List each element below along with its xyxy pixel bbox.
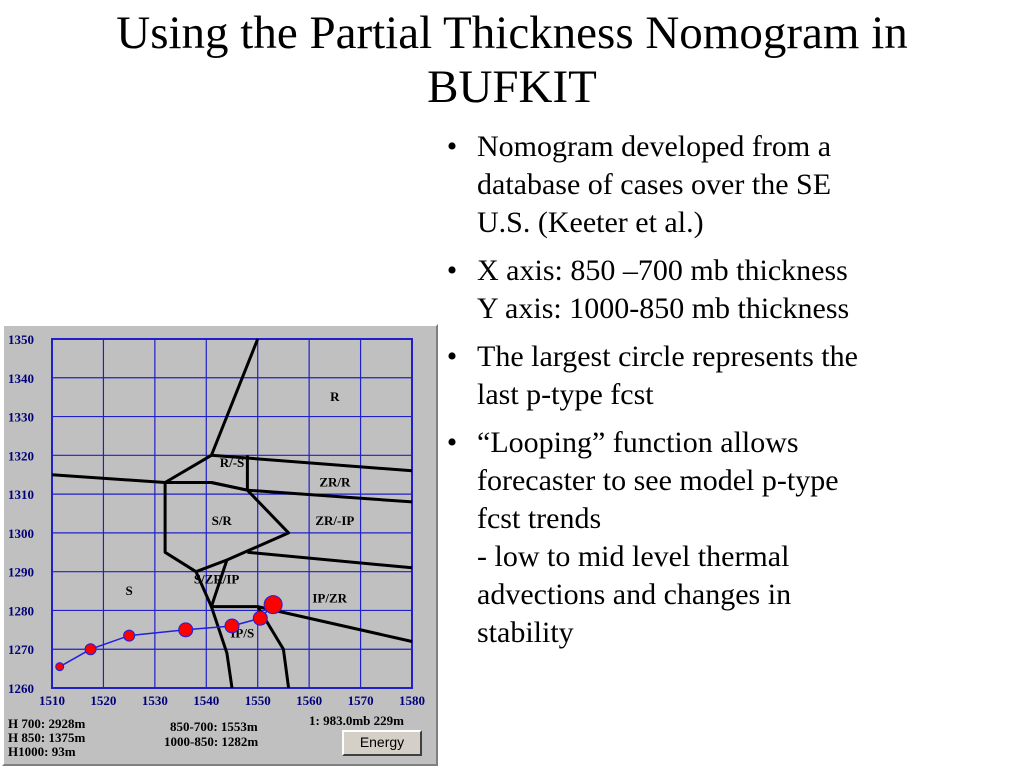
region-label: S/R <box>212 513 233 528</box>
y-tick-label: 1310 <box>8 487 34 502</box>
bullet-text-line: forecaster to see model p-type <box>477 464 839 497</box>
y-tick-label: 1340 <box>8 371 34 386</box>
x-tick-label: 1580 <box>399 693 425 708</box>
y-tick-label: 1260 <box>8 681 34 696</box>
region-label: IP/ZR <box>312 591 347 606</box>
region-label: S/ZR/IP <box>194 571 240 586</box>
ptype-forecast-point <box>55 662 65 672</box>
bullet-glyph: • <box>446 254 458 287</box>
ptype-boundary-line <box>247 550 413 570</box>
slide-title: Using the Partial Thickness Nomogram in … <box>0 6 1024 114</box>
bufkit-nomogram-panel: R R/-S ZR/R S/R ZR/-IP S/ZR/IP S IP/ZR IP/S 1510… <box>2 324 438 766</box>
ptype-boundary-line <box>257 605 413 643</box>
region-label: R/-S <box>220 455 245 470</box>
bullet-subtext-line: - low to mid level thermal <box>477 540 790 573</box>
bullet-glyph: • <box>446 426 458 459</box>
bullet-text-line: U.S. (Keeter et al.) <box>477 206 704 239</box>
y-tick-label: 1280 <box>8 603 34 618</box>
y-tick-label: 1270 <box>8 642 34 657</box>
readout-thickness-1000-850: 1000-850: 1282m <box>164 734 258 749</box>
region-label: ZR/-IP <box>315 513 354 528</box>
readout-h850: H 850: 1375m <box>8 730 85 745</box>
bullet-item: • Nomogram developed from a database of … <box>437 128 1017 242</box>
readout-level: 1: 983.0mb 229m <box>309 713 404 728</box>
ptype-boundary-line <box>163 338 260 689</box>
bullet-glyph: • <box>446 340 458 373</box>
bullet-text-line: Y axis: 1000-850 mb thickness <box>477 292 850 325</box>
ptype-forecast-point <box>252 610 268 626</box>
slide-title-line-2: BUFKIT <box>427 61 597 113</box>
x-tick-label: 1520 <box>90 693 116 708</box>
x-tick-label: 1550 <box>245 693 271 708</box>
y-tick-label: 1330 <box>8 410 34 425</box>
ptype-boundary-line <box>195 481 291 574</box>
ptype-forecast-point <box>123 629 136 642</box>
boundary-layer <box>51 338 413 689</box>
bullet-item: • The largest circle represents the last… <box>437 338 1017 414</box>
trend-series-layer <box>55 595 283 672</box>
readout-h700: H 700: 2928m <box>8 716 85 731</box>
bullet-list: • Nomogram developed from a database of … <box>437 128 1017 662</box>
bullet-text-line: X axis: 850 –700 mb thickness <box>477 254 848 287</box>
readout-h1000: H1000: 93m <box>8 744 76 759</box>
bullet-text-line: last p-type fcst <box>477 378 654 411</box>
region-label: ZR/R <box>319 474 351 489</box>
readout-thickness-850-700: 850-700: 1553m <box>170 719 258 734</box>
y-tick-label: 1300 <box>8 526 34 541</box>
tick-label-layer: 1510 1520 1530 1540 1550 1560 1570 1580 1260 1270… <box>8 332 425 708</box>
bullet-text-line: Nomogram developed from a <box>477 130 832 163</box>
ptype-forecast-point <box>263 595 283 615</box>
region-label: S <box>126 583 133 598</box>
x-tick-label: 1510 <box>39 693 65 708</box>
y-tick-label: 1320 <box>8 448 34 463</box>
ptype-forecast-point <box>84 643 97 656</box>
bullet-text-line: fcst trends <box>477 502 602 535</box>
bullet-subtext-line: stability <box>477 616 574 649</box>
energy-button[interactable]: Energy <box>342 730 422 756</box>
x-tick-label: 1570 <box>348 693 374 708</box>
ptype-forecast-point <box>224 618 240 634</box>
slide-title-line-1: Using the Partial Thickness Nomogram in <box>116 7 908 59</box>
bullet-glyph: • <box>446 130 458 163</box>
y-tick-label: 1350 <box>8 332 34 347</box>
bullet-text-line: database of cases over the SE <box>477 168 832 201</box>
bullet-item: • “Looping” function allows forecaster t… <box>437 424 1017 652</box>
x-tick-label: 1540 <box>193 693 219 708</box>
bullet-item: • X axis: 850 –700 mb thickness Y axis: … <box>437 252 1017 328</box>
y-tick-label: 1290 <box>8 565 34 580</box>
bullet-text-line: The largest circle represents the <box>477 340 858 373</box>
region-label: R <box>330 389 340 404</box>
bullet-subtext-line: advections and changes in <box>477 578 792 611</box>
x-tick-label: 1530 <box>142 693 168 708</box>
x-tick-label: 1560 <box>296 693 322 708</box>
bullet-text-line: “Looping” function allows <box>477 426 799 459</box>
ptype-forecast-point <box>178 622 194 638</box>
ptype-boundary-line <box>211 453 413 473</box>
